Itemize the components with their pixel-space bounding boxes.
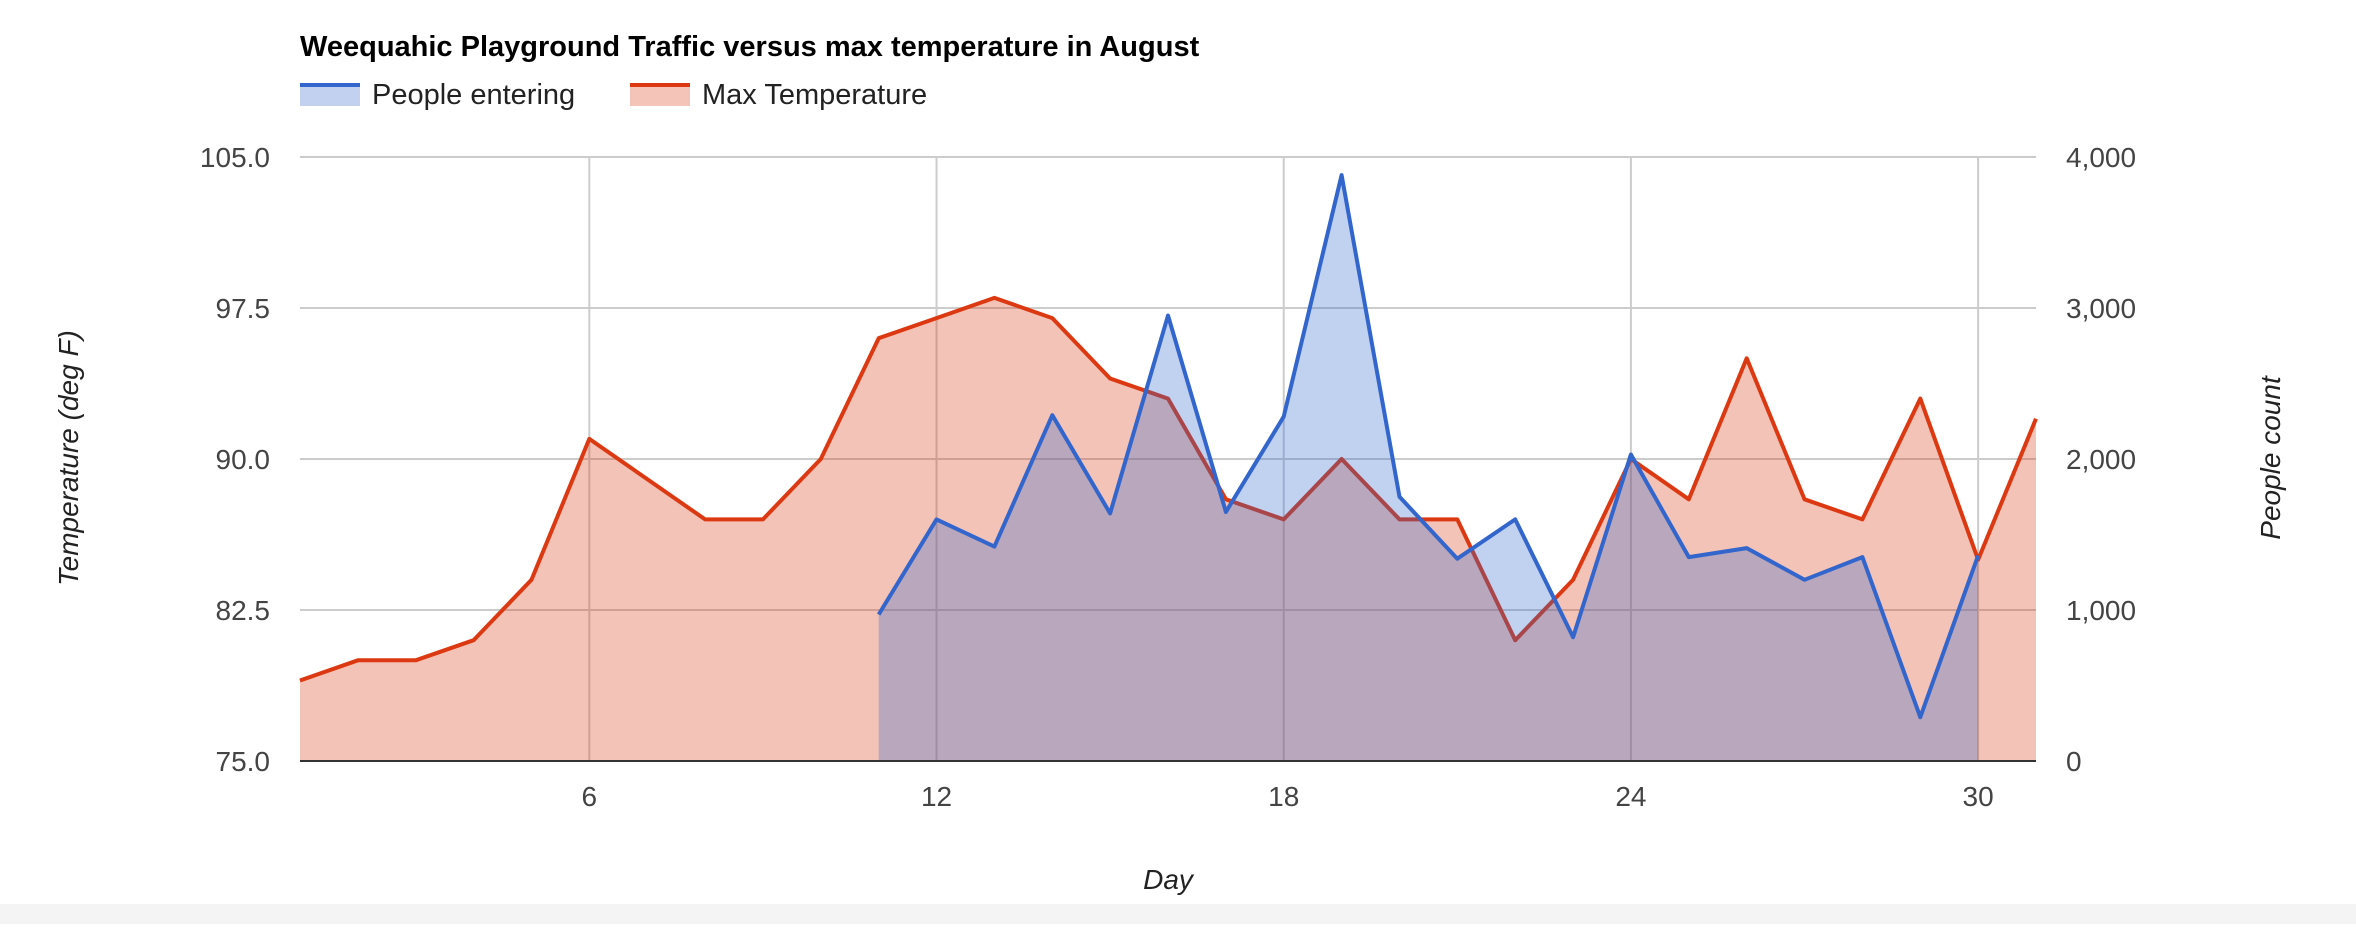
chart-title: Weequahic Playground Traffic versus max … (300, 31, 1200, 63)
y-left-axis-ticks: 75.0 82.5 90.0 97.5 105.0 (200, 142, 270, 777)
point-people[interactable] (1917, 714, 1923, 720)
point-temperature[interactable] (586, 436, 592, 442)
series-layer (297, 172, 2039, 762)
point-temperature[interactable] (702, 516, 708, 522)
point-people[interactable] (1454, 556, 1460, 562)
y-right-axis-ticks: 0 1,000 2,000 3,000 4,000 (2066, 142, 2136, 777)
legend-item-temperature[interactable]: Max Temperature (630, 79, 927, 111)
bottom-strip (0, 904, 2356, 924)
point-temperature[interactable] (818, 456, 824, 462)
area-people (878, 175, 1979, 762)
point-people[interactable] (1628, 452, 1634, 458)
point-temperature[interactable] (991, 295, 997, 301)
point-temperature[interactable] (1917, 396, 1923, 402)
point-temperature[interactable] (876, 335, 882, 341)
legend-swatch-temperature (630, 84, 690, 106)
x-tick-label: 12 (921, 781, 952, 812)
legend: People entering Max Temperature (300, 79, 927, 111)
point-temperature[interactable] (355, 657, 361, 663)
vertical-gridlines (588, 157, 1980, 761)
y-left-tick-label: 90.0 (216, 444, 271, 475)
point-temperature[interactable] (1744, 355, 1750, 361)
point-people[interactable] (876, 612, 882, 618)
y-left-tick-label: 75.0 (216, 746, 271, 777)
y-right-tick-label: 4,000 (2066, 142, 2136, 173)
y-left-tick-label: 105.0 (200, 142, 270, 173)
area-temperature (300, 297, 2036, 761)
point-people[interactable] (1223, 509, 1229, 515)
point-temperature[interactable] (1049, 315, 1055, 321)
point-people[interactable] (1744, 545, 1750, 551)
point-people[interactable] (934, 516, 940, 522)
point-temperature[interactable] (934, 315, 940, 321)
point-temperature[interactable] (644, 476, 650, 482)
x-tick-label: 6 (582, 781, 598, 812)
legend-label-people: People entering (372, 79, 575, 111)
point-people[interactable] (1165, 313, 1171, 319)
x-tick-label: 18 (1268, 781, 1299, 812)
legend-item-people[interactable]: People entering (300, 79, 575, 111)
x-axis-title: Day (1143, 864, 1195, 895)
point-people[interactable] (1049, 412, 1055, 418)
x-tick-label: 24 (1615, 781, 1646, 812)
point-temperature[interactable] (1859, 516, 1865, 522)
point-temperature[interactable] (1802, 496, 1808, 502)
line-people (876, 173, 1980, 720)
point-temperature[interactable] (1570, 577, 1576, 583)
point-people[interactable] (1281, 414, 1287, 420)
point-temperature[interactable] (1107, 376, 1113, 382)
y-left-axis-title: Temperature (deg F) (53, 330, 84, 586)
legend-swatch-people (300, 84, 360, 106)
point-temperature[interactable] (297, 678, 303, 684)
point-temperature[interactable] (2033, 416, 2039, 422)
line-temperature (299, 295, 2038, 683)
y-left-tick-label: 97.5 (216, 293, 271, 324)
point-people[interactable] (1512, 516, 1518, 522)
point-temperature[interactable] (1454, 516, 1460, 522)
point-temperature[interactable] (471, 637, 477, 643)
y-right-axis-title: People count (2255, 375, 2286, 540)
point-temperature[interactable] (529, 577, 535, 583)
y-right-tick-label: 1,000 (2066, 595, 2136, 626)
point-people[interactable] (991, 544, 997, 550)
x-axis-ticks: 6 12 18 24 30 (582, 781, 1994, 812)
y-right-tick-label: 3,000 (2066, 293, 2136, 324)
point-people[interactable] (1397, 494, 1403, 500)
y-left-tick-label: 82.5 (216, 595, 271, 626)
point-people[interactable] (1570, 634, 1576, 640)
point-people[interactable] (1686, 554, 1692, 560)
point-people[interactable] (1107, 510, 1113, 516)
point-people[interactable] (1339, 172, 1345, 178)
point-temperature[interactable] (1686, 496, 1692, 502)
legend-label-temperature: Max Temperature (702, 79, 927, 111)
point-temperature[interactable] (413, 657, 419, 663)
point-people[interactable] (1859, 554, 1865, 560)
x-tick-label: 30 (1963, 781, 1994, 812)
point-temperature[interactable] (760, 516, 766, 522)
y-right-tick-label: 0 (2066, 746, 2082, 777)
y-right-tick-label: 2,000 (2066, 444, 2136, 475)
point-people[interactable] (1975, 553, 1981, 559)
point-people[interactable] (1802, 577, 1808, 583)
